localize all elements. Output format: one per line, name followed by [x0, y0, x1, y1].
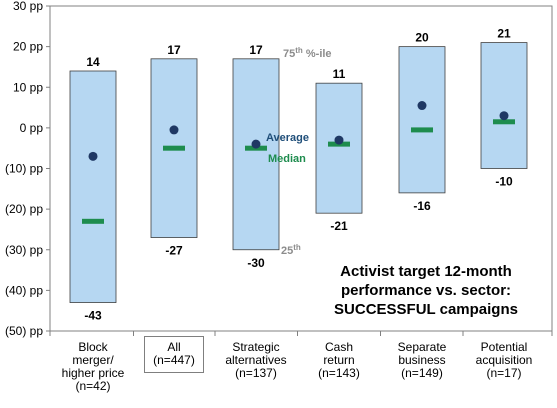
p25-value-label: -10	[495, 175, 513, 189]
category-label-line: (n=149)	[401, 366, 443, 380]
category-label-line: Cash	[324, 340, 353, 354]
y-tick-label: (20) pp	[5, 202, 43, 216]
y-tick-label: (30) pp	[5, 243, 43, 257]
y-tick-label: 10 pp	[13, 80, 43, 94]
chart-title: Activist target 12-month performance vs.…	[308, 262, 544, 319]
category-label: Potential acquisition (n=17)	[464, 341, 544, 380]
y-tick-label: 30 pp	[13, 0, 43, 13]
average-annotation: Average	[266, 132, 309, 144]
average-marker	[251, 139, 261, 149]
y-tick-label: 20 pp	[13, 40, 43, 54]
p25-value-label: -16	[413, 199, 431, 213]
category-label-line: Separate	[397, 340, 447, 354]
category-label: Separate business (n=149)	[382, 341, 462, 380]
median-marker	[163, 145, 185, 151]
p75-value-label: 20	[415, 31, 429, 45]
category-label-line: alternatives	[225, 353, 287, 367]
p75-value-label: 17	[249, 43, 263, 57]
average-marker	[88, 151, 98, 161]
category-label-line: Block	[78, 340, 108, 354]
category-label-line: (n=42)	[75, 379, 111, 393]
p25-value-label: -30	[247, 256, 265, 270]
median-marker	[82, 218, 104, 224]
range-bar	[398, 46, 446, 194]
range-bar	[232, 58, 280, 251]
p25-value-label: -43	[84, 309, 102, 323]
p25-annotation: 25th	[281, 243, 301, 257]
y-tick-label: (10) pp	[5, 162, 43, 176]
average-marker	[169, 125, 179, 135]
y-tick-label: 0 pp	[20, 121, 44, 135]
range-bar	[480, 42, 528, 169]
category-label: Block merger/higher price (n=42)	[53, 341, 133, 393]
chart-title-line-3: SUCCESSFUL campaigns	[334, 301, 518, 318]
y-tick-label: (40) pp	[5, 283, 43, 297]
category-label-line: (n=447)	[153, 353, 195, 367]
p75-value-label: 14	[86, 55, 100, 69]
average-marker	[499, 111, 509, 121]
category-label-line: higher price	[61, 366, 125, 380]
chart-title-line-2: performance vs. sector:	[340, 282, 512, 299]
median-annotation: Median	[268, 153, 306, 165]
category-highlight-box	[144, 336, 204, 373]
category-label-line: All	[167, 340, 181, 354]
category-label-line: (n=143)	[318, 366, 360, 380]
category-label-line: acquisition	[475, 353, 533, 367]
p75-value-label: 17	[167, 43, 181, 57]
p75-value-label: 11	[333, 67, 346, 81]
range-bar	[315, 82, 363, 214]
category-label-line: Potential	[480, 340, 528, 354]
category-label-line: Strategic	[232, 340, 280, 354]
category-label-line: (n=17)	[486, 366, 522, 380]
p25-value-label: -27	[165, 244, 183, 258]
median-marker	[493, 119, 515, 125]
median-marker	[411, 127, 433, 133]
p75-annotation: 75th %-ile	[283, 46, 332, 60]
category-label-line: business	[398, 353, 446, 367]
category-label: Strategic alternatives (n=137)	[216, 341, 296, 380]
category-label-line: (n=137)	[235, 366, 277, 380]
chart-title-line-1: Activist target 12-month	[340, 263, 512, 280]
category-label: All (n=447)	[134, 341, 214, 367]
y-tick-label: (50) pp	[5, 324, 43, 338]
average-marker	[334, 135, 344, 145]
p25-value-label: -21	[330, 219, 348, 233]
p75-value-label: 21	[497, 27, 511, 41]
category-label-line: return	[323, 353, 355, 367]
range-bar	[69, 70, 117, 303]
average-marker	[417, 101, 427, 111]
category-label-line: merger/	[72, 353, 114, 367]
category-label: Cash return (n=143)	[299, 341, 379, 380]
